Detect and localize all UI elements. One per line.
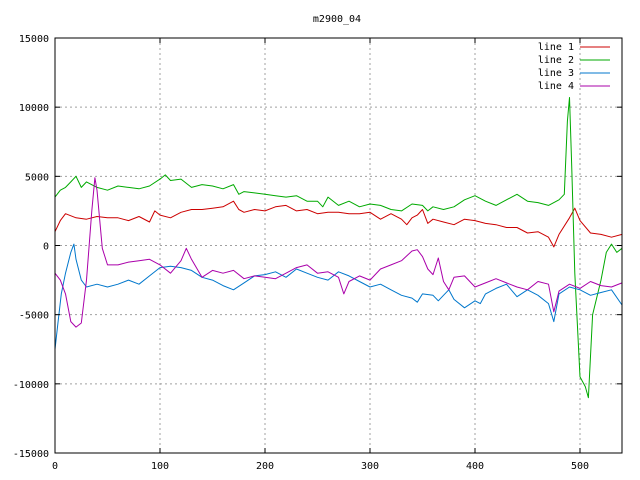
series-line-3 bbox=[54, 243, 623, 350]
legend-label-2: line 2 bbox=[538, 55, 574, 66]
legend-label-4: line 4 bbox=[538, 81, 574, 92]
x-tick-label: 200 bbox=[256, 461, 274, 472]
series-line-2 bbox=[54, 97, 623, 399]
x-tick-label: 0 bbox=[52, 461, 58, 472]
y-tick-label: -10000 bbox=[13, 380, 49, 391]
y-tick-label: 15000 bbox=[19, 34, 49, 45]
y-tick-label: 0 bbox=[43, 242, 49, 253]
y-tick-label: -15000 bbox=[13, 449, 49, 460]
grid bbox=[55, 38, 622, 453]
y-tick-label: -5000 bbox=[19, 311, 49, 322]
x-tick-label: 300 bbox=[361, 461, 379, 472]
legend-label-1: line 1 bbox=[538, 42, 574, 53]
y-tick-label: 10000 bbox=[19, 103, 49, 114]
x-tick-label: 500 bbox=[571, 461, 589, 472]
x-tick-label: 400 bbox=[466, 461, 484, 472]
chart-title: m2900_04 bbox=[313, 14, 361, 25]
axes: 0 100 200 300 400 500 -15000 -10000 -5000 0 5000 10… bbox=[13, 34, 622, 472]
legend-label-3: line 3 bbox=[538, 68, 574, 79]
series-line-1 bbox=[54, 200, 623, 248]
x-tick-label: 100 bbox=[151, 461, 169, 472]
series-group bbox=[54, 97, 623, 399]
y-tick-label: 5000 bbox=[25, 172, 49, 183]
series-line-4 bbox=[54, 177, 623, 328]
legend: line 1 line 2 line 3 line 4 bbox=[538, 42, 610, 92]
